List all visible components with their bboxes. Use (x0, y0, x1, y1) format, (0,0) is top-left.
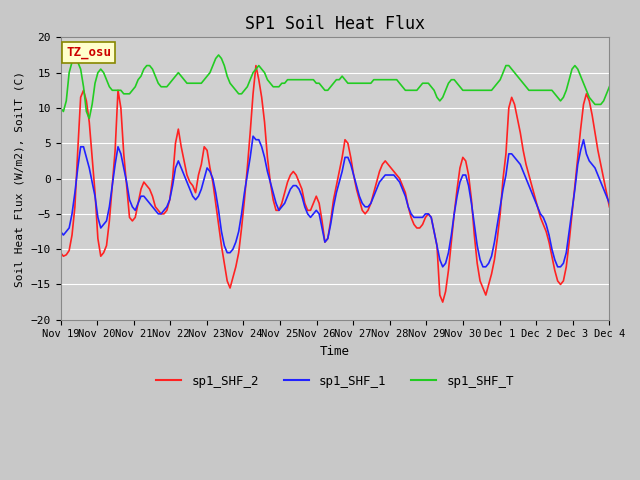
sp1_SHF_2 (372, 179, 380, 185)
sp1_SHF_2 (287, 172, 294, 178)
sp1_SHF_1 (335, 179, 343, 185)
Line: sp1_SHF_2: sp1_SHF_2 (61, 66, 609, 302)
sp1_SHF_1 (404, 204, 412, 210)
sp1_SHF_T (125, 91, 133, 96)
sp1_SHF_2 (252, 63, 260, 69)
Title: SP1 Soil Heat Flux: SP1 Soil Heat Flux (245, 15, 425, 33)
sp1_SHF_1 (372, 186, 380, 192)
sp1_SHF_2 (57, 250, 65, 255)
sp1_SHF_T (289, 77, 297, 83)
sp1_SHF_2 (439, 299, 447, 305)
sp1_SHF_1 (249, 133, 257, 139)
sp1_SHF_T (284, 77, 291, 83)
sp1_SHF_1 (439, 264, 447, 270)
sp1_SHF_T (215, 52, 223, 58)
sp1_SHF_2 (404, 204, 412, 210)
sp1_SHF_2 (605, 204, 613, 210)
X-axis label: Time: Time (320, 345, 350, 358)
sp1_SHF_T (605, 84, 613, 90)
Legend: sp1_SHF_2, sp1_SHF_1, sp1_SHF_T: sp1_SHF_2, sp1_SHF_1, sp1_SHF_T (151, 370, 518, 393)
sp1_SHF_1 (281, 200, 289, 206)
sp1_SHF_2 (281, 190, 289, 195)
Line: sp1_SHF_T: sp1_SHF_T (61, 55, 609, 119)
Text: TZ_osu: TZ_osu (66, 46, 111, 59)
sp1_SHF_2 (123, 183, 131, 189)
Line: sp1_SHF_1: sp1_SHF_1 (61, 136, 609, 267)
Y-axis label: Soil Heat Flux (W/m2), SoilT (C): Soil Heat Flux (W/m2), SoilT (C) (15, 71, 25, 287)
sp1_SHF_T (339, 73, 346, 79)
sp1_SHF_T (376, 77, 383, 83)
sp1_SHF_1 (57, 228, 65, 234)
sp1_SHF_T (407, 87, 415, 93)
sp1_SHF_T (57, 105, 65, 111)
sp1_SHF_1 (287, 186, 294, 192)
sp1_SHF_2 (335, 168, 343, 174)
sp1_SHF_1 (123, 179, 131, 185)
sp1_SHF_1 (605, 200, 613, 206)
sp1_SHF_T (85, 116, 93, 121)
